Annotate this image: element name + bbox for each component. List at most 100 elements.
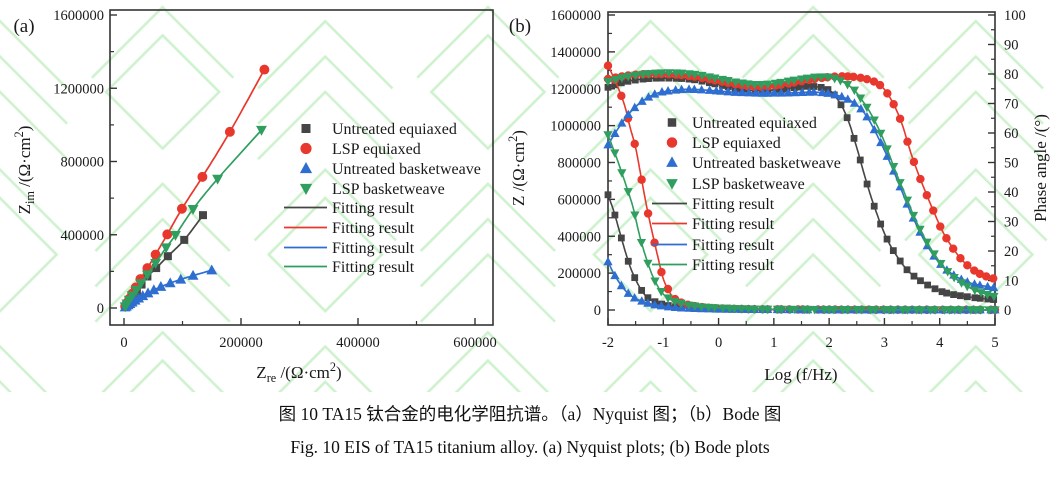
legend-marker-circle	[300, 142, 312, 155]
phase-marker	[744, 87, 754, 97]
impedance-marker	[856, 306, 867, 315]
data-marker	[164, 277, 176, 288]
phase-marker	[816, 73, 826, 82]
impedance-marker	[976, 306, 986, 315]
impedance-marker	[916, 306, 926, 315]
phase-marker	[664, 69, 674, 78]
data-marker	[198, 211, 207, 220]
data-marker	[150, 258, 162, 269]
y-left-axis-title: Z /(Ω·cm2)	[506, 130, 528, 206]
impedance-marker	[889, 306, 899, 315]
phase-marker	[843, 94, 853, 103]
x-tick-label: 5	[991, 335, 998, 351]
impedance-marker	[617, 91, 626, 101]
phase-marker	[943, 289, 951, 297]
impedance-marker	[643, 209, 653, 218]
y-tick-label: 400000	[61, 228, 105, 244]
impedance-marker	[709, 304, 720, 313]
phase-marker	[889, 247, 897, 255]
phase-marker	[623, 109, 633, 119]
phase-marker	[883, 235, 891, 243]
phase-marker	[849, 98, 860, 107]
phase-marker	[910, 272, 918, 280]
phase-marker	[639, 75, 647, 83]
phase-marker	[809, 87, 819, 96]
phase-marker	[895, 179, 905, 188]
phase-marker	[697, 71, 707, 81]
phase-marker	[803, 82, 811, 90]
phase-marker	[762, 88, 773, 97]
impedance-marker	[663, 284, 673, 294]
legend-label: Untreated basketweave	[692, 155, 841, 172]
phase-marker	[638, 70, 648, 80]
legend-label: Fitting result	[332, 220, 415, 237]
phase-marker	[862, 103, 872, 113]
phase-marker	[837, 101, 845, 109]
panel-label-b: (b)	[509, 16, 531, 37]
data-marker	[137, 290, 149, 301]
phase-marker	[723, 86, 733, 96]
phase-marker	[876, 137, 886, 147]
phase-marker	[915, 225, 925, 235]
phase-marker	[837, 91, 847, 101]
y-left-tick-label: 1200000	[550, 82, 601, 98]
data-marker	[180, 235, 189, 244]
legend-marker-square	[667, 118, 677, 127]
phase-marker	[797, 83, 804, 91]
data-marker	[224, 126, 235, 137]
data-marker	[197, 171, 208, 182]
phase-marker	[869, 116, 879, 125]
impedance-marker	[729, 305, 740, 314]
impedance-marker	[616, 280, 626, 290]
impedance-marker	[623, 188, 633, 197]
impedance-marker	[829, 306, 839, 315]
phase-marker	[924, 281, 932, 289]
bode-plot: (b)-2 -1 0 1 2 3 4 5020000040000060000080000010…	[506, 8, 1050, 384]
phase-marker	[882, 151, 892, 160]
phase-marker	[931, 285, 939, 293]
impedance-marker	[643, 298, 653, 307]
y-right-tick-label: 10	[1004, 274, 1019, 290]
y-tick-label: 1600000	[53, 8, 104, 24]
phase-marker	[817, 87, 827, 97]
y-tick-label: 0	[97, 301, 104, 317]
impedance-marker	[930, 306, 940, 315]
impedance-marker	[603, 61, 613, 70]
y-axis-title: Zim /(Ω·cm2)	[12, 126, 37, 215]
phase-marker	[830, 89, 840, 99]
phase-marker	[810, 73, 820, 83]
y-right-tick-label: 100	[1004, 8, 1026, 24]
phase-marker	[989, 282, 999, 292]
phase-marker	[823, 73, 833, 82]
phase-marker	[737, 87, 747, 97]
data-marker	[212, 174, 224, 185]
impedance-marker	[670, 302, 681, 312]
impedance-marker	[624, 257, 632, 265]
data-marker	[135, 279, 147, 290]
legend-label: LSP equiaxed	[332, 141, 421, 158]
phase-marker	[749, 80, 760, 90]
data-marker	[126, 291, 138, 302]
phase-marker	[989, 292, 999, 302]
phase-marker	[789, 76, 799, 86]
phase-marker	[863, 180, 871, 188]
legend: Untreated equiaxed LSP equiaxed Untreated …	[284, 121, 481, 276]
phase-marker	[975, 280, 985, 289]
phase-marker	[922, 191, 932, 200]
phase-marker	[988, 274, 998, 283]
legend-label: Fitting result	[692, 216, 775, 233]
phase-marker	[908, 211, 919, 221]
phase-marker	[643, 70, 654, 79]
phase-marker	[870, 202, 878, 210]
phase-marker	[730, 87, 740, 96]
impedance-marker	[603, 131, 613, 140]
impedance-marker	[749, 305, 760, 314]
x-tick-label: 600000	[453, 335, 497, 351]
phase-marker	[797, 87, 807, 96]
legend-label: Fitting result	[332, 200, 415, 217]
y-tick-label: 1200000	[53, 81, 104, 97]
impedance-marker	[955, 306, 965, 315]
phase-marker	[650, 89, 660, 98]
phase-marker	[957, 292, 964, 300]
impedance-marker	[676, 299, 686, 309]
